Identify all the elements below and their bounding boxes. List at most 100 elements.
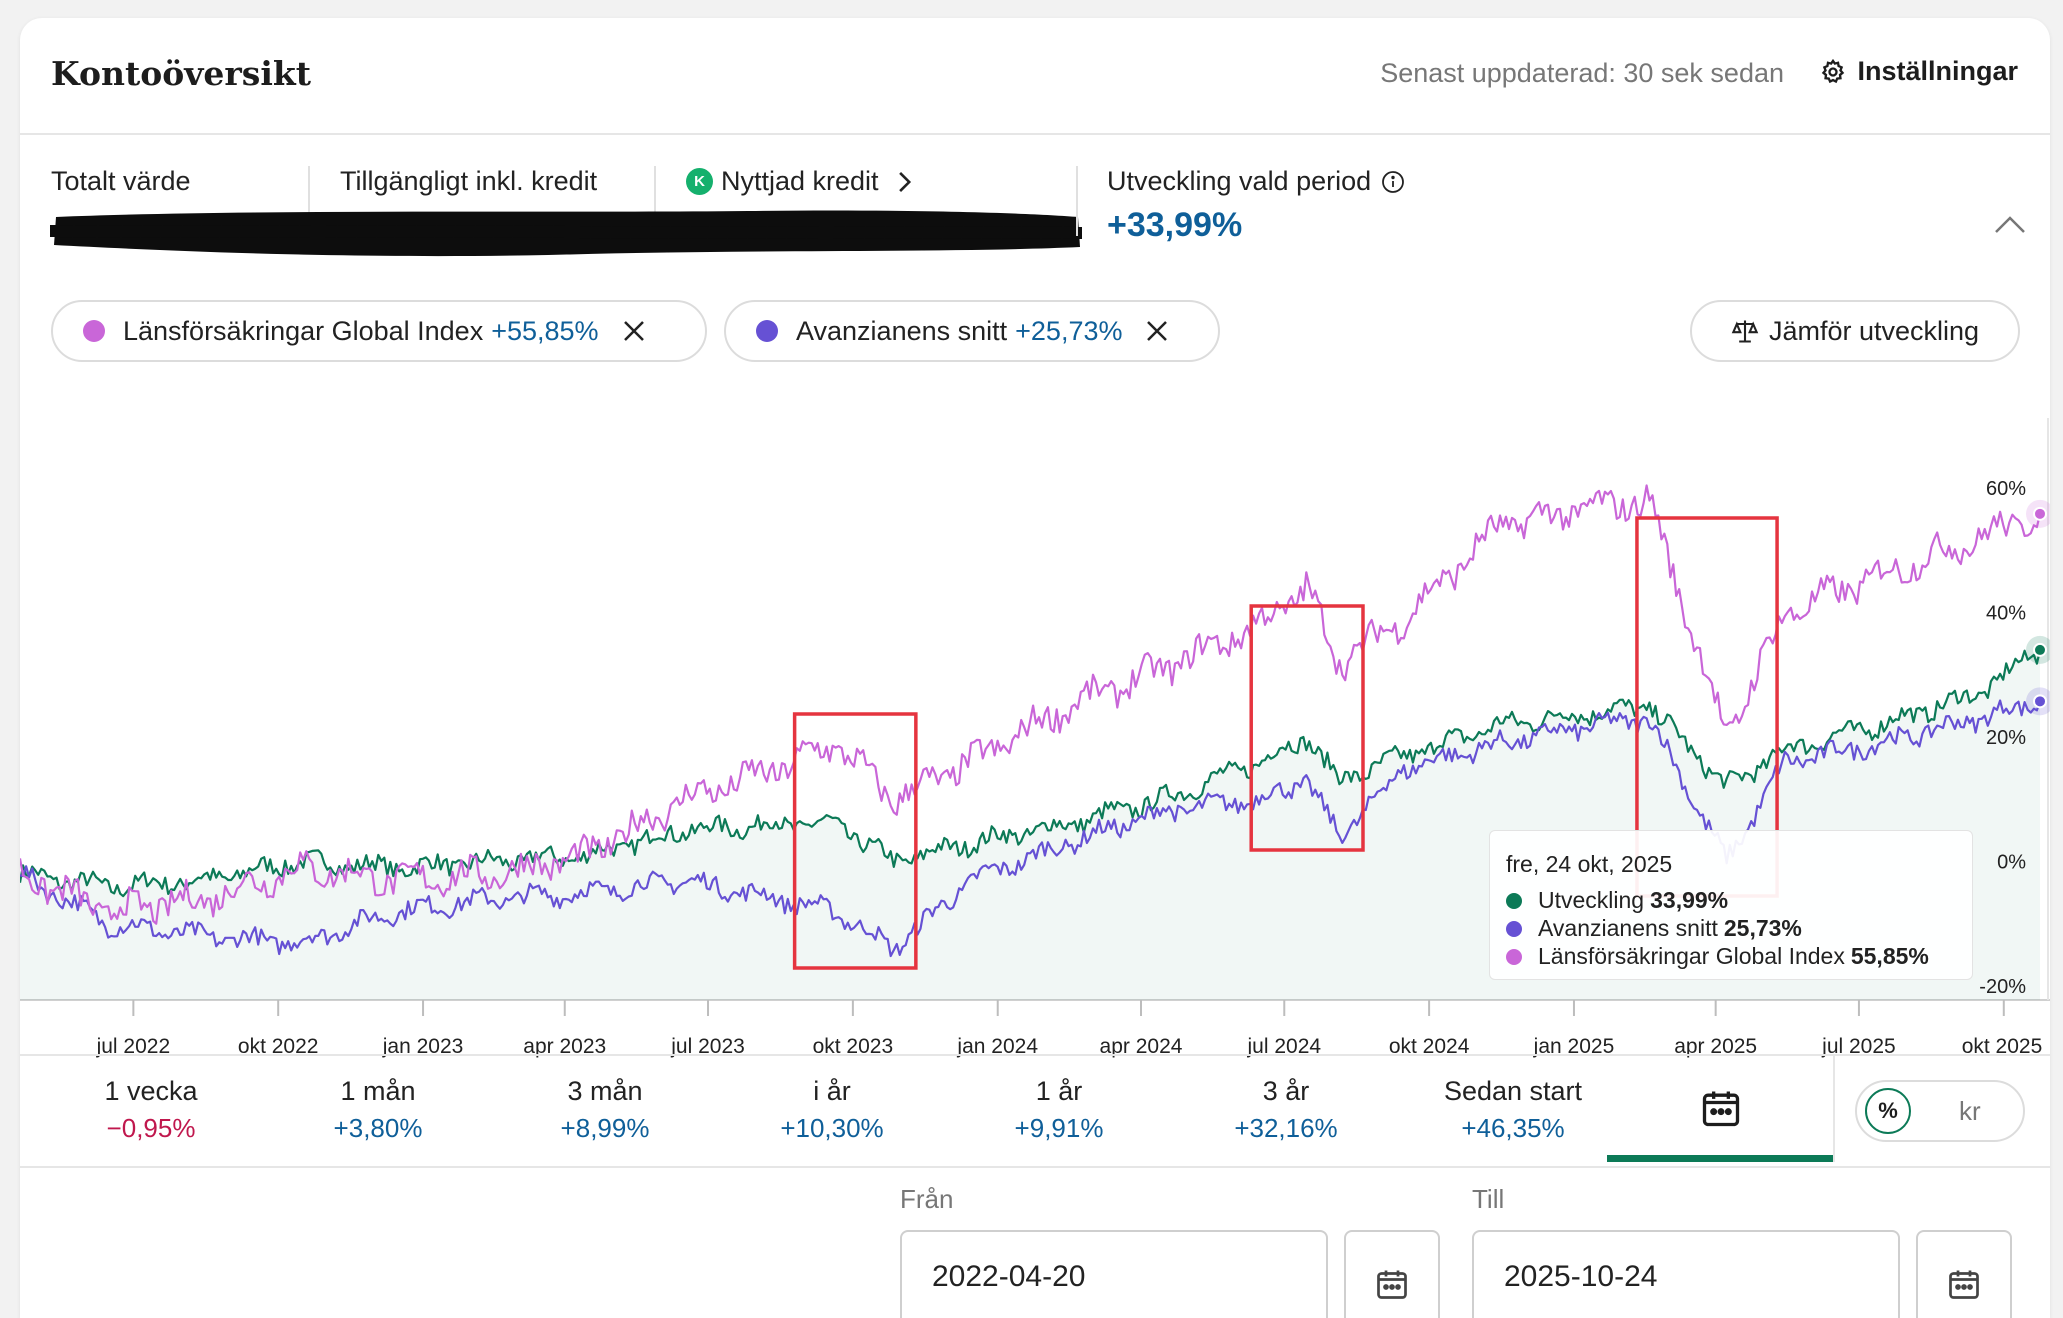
from-label: Från (900, 1184, 954, 1214)
highlight-box (792, 712, 918, 970)
tab-custom-range[interactable] (1607, 1056, 1835, 1162)
x-tick-label: jul 2023 (670, 1035, 745, 1058)
x-tick-label: apr 2023 (523, 1035, 606, 1058)
header: Kontoöversikt Senast uppdaterad: 30 sek … (20, 18, 2050, 135)
x-tick-label: jan 2024 (956, 1035, 1038, 1058)
kr-option[interactable]: kr (1959, 1096, 1981, 1126)
chip-value: +55,85% (491, 315, 599, 346)
unit-toggle[interactable]: % kr (1855, 1080, 2025, 1142)
used-credit-label: Nyttjad kredit (721, 166, 879, 196)
highlight-box (1249, 604, 1365, 852)
tab-label: 1 mån (340, 1076, 416, 1106)
settings-label: Inställningar (1857, 56, 2018, 86)
tab-label: Sedan start (1443, 1076, 1583, 1106)
used-credit-link[interactable]: K Nyttjad kredit (686, 166, 917, 197)
x-tick-label: okt 2024 (1389, 1035, 1470, 1058)
chip-label: Länsförsäkringar Global Index (123, 315, 484, 346)
tooltip-row: Avanzianens snitt 25,73% (1506, 915, 1802, 942)
scale-icon (1731, 320, 1759, 343)
calendar-icon (1949, 1270, 1979, 1299)
from-date-input[interactable]: 2022-04-20 (900, 1230, 1328, 1318)
series-end-point (2033, 642, 2047, 657)
tooltip-label: Avanzianens snitt (1538, 915, 1718, 941)
series-color-dot (756, 320, 778, 342)
info-icon[interactable] (1381, 170, 1405, 194)
available-credit-label: Tillgängligt inkl. kredit (340, 166, 598, 196)
to-date-picker-button[interactable] (1916, 1230, 2012, 1318)
tab-ytd[interactable]: i år +10,30% (732, 1076, 932, 1144)
x-tick-label: jan 2025 (1533, 1035, 1615, 1058)
series-color-dot (1506, 948, 1522, 965)
chip-value: +25,73% (1015, 315, 1123, 346)
tab-since-start[interactable]: Sedan start +46,35% (1413, 1076, 1613, 1144)
redacted-values (50, 210, 1082, 257)
tab-value: +3,80% (333, 1113, 423, 1143)
to-label: Till (1472, 1184, 1505, 1214)
y-tick-label: 20% (1986, 727, 2026, 749)
tab-value: +9,91% (1014, 1113, 1104, 1143)
credit-badge: K (686, 168, 713, 195)
tab-label: 3 mån (567, 1076, 643, 1106)
y-tick-label: 60% (1986, 478, 2026, 500)
x-tick-label: jul 2025 (1821, 1035, 1896, 1058)
tab-value: +10,30% (780, 1113, 884, 1143)
tab-label: 3 år (1262, 1076, 1310, 1106)
tab-3-years[interactable]: 3 år +32,16% (1186, 1076, 1386, 1144)
period-tabs: 1 vecka −0,95% 1 mån +3,80% 3 mån +8,99%… (20, 1054, 2050, 1168)
x-tick-label: okt 2023 (813, 1035, 894, 1058)
period-performance-label: Utveckling vald period (1107, 166, 1405, 197)
calendar-icon (1702, 1091, 1740, 1127)
last-updated-text: Senast uppdaterad: 30 sek sedan (1380, 58, 1784, 88)
divider (1076, 166, 1078, 236)
x-tick-label: okt 2025 (1962, 1035, 2043, 1058)
tab-1-year[interactable]: 1 år +9,91% (959, 1076, 1159, 1144)
x-tick-label: jan 2023 (382, 1035, 464, 1058)
account-overview-card: Kontoöversikt Senast uppdaterad: 30 sek … (20, 18, 2050, 1318)
calendar-icon (1377, 1270, 1407, 1299)
x-tick-label: jul 2022 (96, 1035, 171, 1058)
x-tick-label: apr 2024 (1100, 1035, 1183, 1058)
gear-icon (1822, 58, 1845, 83)
divider (654, 166, 656, 226)
series-line-avanzianens-snitt (20, 699, 2042, 958)
y-tick-label: 0% (1997, 852, 2026, 874)
y-tick-label: -20% (1979, 976, 2026, 998)
chevron-up-icon[interactable] (1990, 210, 2030, 238)
tab-label: 1 vecka (104, 1076, 198, 1106)
tooltip-label: Länsförsäkringar Global Index (1538, 943, 1845, 969)
tab-1-week[interactable]: 1 vecka −0,95% (51, 1076, 251, 1144)
y-tick-label: 40% (1986, 603, 2026, 625)
tooltip-value: 25,73% (1723, 915, 1802, 941)
from-date-picker-button[interactable] (1344, 1230, 1440, 1318)
compare-performance-button[interactable]: Jämför utveckling (1690, 300, 2020, 362)
period-performance-text: Utveckling vald period (1107, 166, 1372, 196)
x-tick-label: apr 2025 (1674, 1035, 1757, 1058)
x-tick-label: okt 2022 (238, 1035, 319, 1058)
percent-option[interactable]: % (1865, 1088, 1911, 1134)
total-value-label: Totalt värde (51, 166, 191, 196)
series-color-dot (83, 320, 105, 342)
series-color-dot (1506, 920, 1522, 937)
chevron-right-icon (898, 171, 911, 192)
tab-1-month[interactable]: 1 mån +3,80% (278, 1076, 478, 1144)
to-date-input[interactable]: 2025-10-24 (1472, 1230, 1900, 1318)
series-end-point (2033, 694, 2047, 709)
compare-chip-avanzianens-snitt[interactable]: Avanzianens snitt +25,73% (724, 300, 1220, 362)
x-tick-label: jul 2024 (1246, 1035, 1321, 1058)
tooltip-row: Länsförsäkringar Global Index 55,85% (1506, 943, 1929, 970)
tab-value: +32,16% (1234, 1113, 1338, 1143)
close-icon[interactable] (1142, 316, 1172, 346)
tab-label: 1 år (1035, 1076, 1083, 1106)
tooltip-value: 33,99% (1650, 887, 1729, 913)
close-icon[interactable] (619, 316, 649, 346)
period-performance-value: +33,99% (1107, 206, 1243, 244)
divider (308, 166, 310, 226)
compare-chip-lf-global-index[interactable]: Länsförsäkringar Global Index +55,85% (51, 300, 707, 362)
tab-3-months[interactable]: 3 mån +8,99% (505, 1076, 705, 1144)
tab-label: i år (813, 1076, 851, 1106)
tooltip-label: Utveckling (1538, 887, 1645, 913)
chart-tooltip: fre, 24 okt, 2025 Utveckling 33,99% Avan… (1489, 830, 1973, 980)
tooltip-row: Utveckling 33,99% (1506, 887, 1728, 914)
settings-button[interactable]: Inställningar (1819, 56, 2018, 87)
series-line-utveckling (20, 649, 2042, 898)
